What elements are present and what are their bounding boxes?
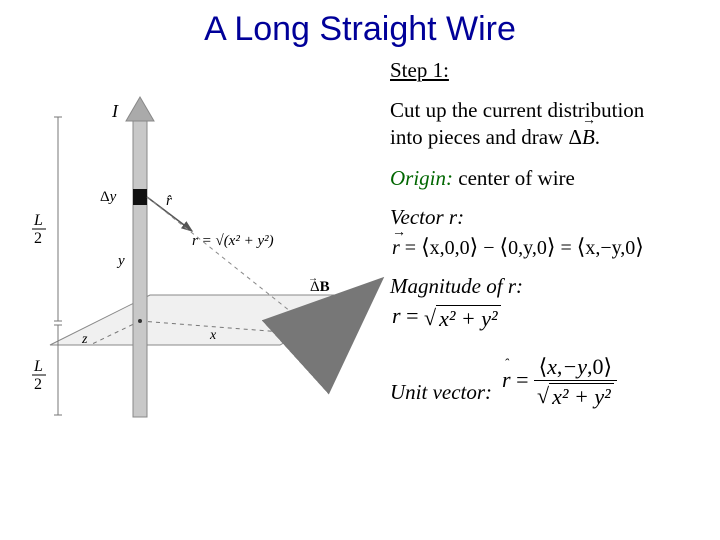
svg-text:2: 2 bbox=[34, 230, 42, 247]
unit-num: ⟨x,−y,0⟩ bbox=[534, 354, 617, 381]
svg-text:y: y bbox=[116, 253, 125, 269]
eq-sign-1: = bbox=[405, 237, 421, 259]
magnitude-eq: r = √ x² + y² bbox=[392, 303, 700, 332]
un-c: 0 bbox=[593, 354, 604, 379]
origin-line: Origin: center of wire bbox=[390, 166, 700, 191]
svg-text:L: L bbox=[33, 358, 43, 375]
unit-vector-eq: r = ⟨x,−y,0⟩ √ x² + y² bbox=[502, 354, 617, 410]
step-line1: Cut up the current distribution bbox=[390, 98, 644, 122]
eq-sign-2: = bbox=[560, 237, 576, 259]
t2c: 0 bbox=[537, 237, 547, 259]
un-b: −y bbox=[562, 354, 587, 379]
svg-text:I: I bbox=[111, 101, 119, 121]
rang-1: ⟩ bbox=[470, 234, 479, 259]
rang-3: ⟩ bbox=[635, 234, 644, 259]
mag-inside: x² + y² bbox=[439, 306, 498, 331]
unit-vector-row: Unit vector: r = ⟨x,−y,0⟩ √ x² + y² bbox=[390, 354, 700, 410]
text-panel: Step 1: Cut up the current distribution … bbox=[390, 57, 700, 425]
svg-text:z: z bbox=[81, 332, 88, 347]
sqrt-icon: √ bbox=[424, 307, 436, 334]
eq-sign-3: = bbox=[406, 303, 424, 328]
un-a: x bbox=[547, 354, 557, 379]
vector-r-label: Vector r: bbox=[390, 205, 700, 230]
t2b: y bbox=[523, 237, 532, 259]
diagram-panel: L 2 L 2 x z I Δy y bbox=[20, 57, 390, 425]
vector-r-eq: r = ⟨x,0,0⟩ − ⟨0,y,0⟩ = ⟨x,−y,0⟩ bbox=[392, 234, 700, 260]
svg-text:r = √(x² + y²): r = √(x² + y²) bbox=[192, 233, 274, 249]
magnitude-label: Magnitude of r: bbox=[390, 274, 700, 299]
sqrt-body-1: x² + y² bbox=[436, 305, 501, 332]
minus-sign: − bbox=[483, 237, 499, 259]
unit-vector-label: Unit vector: bbox=[390, 380, 492, 405]
step-body: Cut up the current distribution into pie… bbox=[390, 97, 700, 150]
t1a: x bbox=[430, 237, 440, 259]
unit-den-inside: x² + y² bbox=[552, 384, 611, 409]
rhat-lhs: r bbox=[502, 367, 511, 393]
t3b: −y bbox=[600, 237, 620, 259]
svg-text:Δy: Δy bbox=[100, 189, 117, 205]
origin-label: Origin: bbox=[390, 166, 453, 190]
unit-den: √ x² + y² bbox=[534, 381, 617, 410]
step-heading: Step 1: bbox=[390, 57, 700, 83]
svg-text:x: x bbox=[209, 328, 217, 343]
delta-b-symbol: B bbox=[582, 124, 595, 150]
step-line2: into pieces and draw Δ bbox=[390, 125, 582, 149]
svg-text:→: → bbox=[308, 273, 318, 284]
t3c: 0 bbox=[625, 237, 635, 259]
unit-frac: ⟨x,−y,0⟩ √ x² + y² bbox=[534, 354, 617, 410]
wire-diagram: L 2 L 2 x z I Δy y bbox=[20, 85, 390, 425]
content-row: L 2 L 2 x z I Δy y bbox=[0, 57, 720, 425]
sqrt-1: √ x² + y² bbox=[424, 305, 501, 332]
vec-r-lhs: r bbox=[392, 237, 400, 260]
page-title: A Long Straight Wire bbox=[0, 0, 720, 57]
lang-2: ⟨ bbox=[500, 234, 509, 259]
rang-2: ⟩ bbox=[547, 234, 556, 259]
lang-1: ⟨ bbox=[421, 234, 430, 259]
t2a: 0 bbox=[508, 237, 518, 259]
origin-value: center of wire bbox=[453, 166, 575, 190]
t1c: 0 bbox=[460, 237, 470, 259]
svg-text:L: L bbox=[33, 212, 43, 229]
sqrt-icon-2: √ bbox=[537, 385, 549, 412]
mag-lhs: r bbox=[392, 303, 401, 328]
svg-text:r̂: r̂ bbox=[166, 193, 172, 209]
t1b: 0 bbox=[445, 237, 455, 259]
t3a: x bbox=[585, 237, 595, 259]
eq-sign-4: = bbox=[516, 367, 534, 392]
svg-text:2: 2 bbox=[34, 376, 42, 393]
